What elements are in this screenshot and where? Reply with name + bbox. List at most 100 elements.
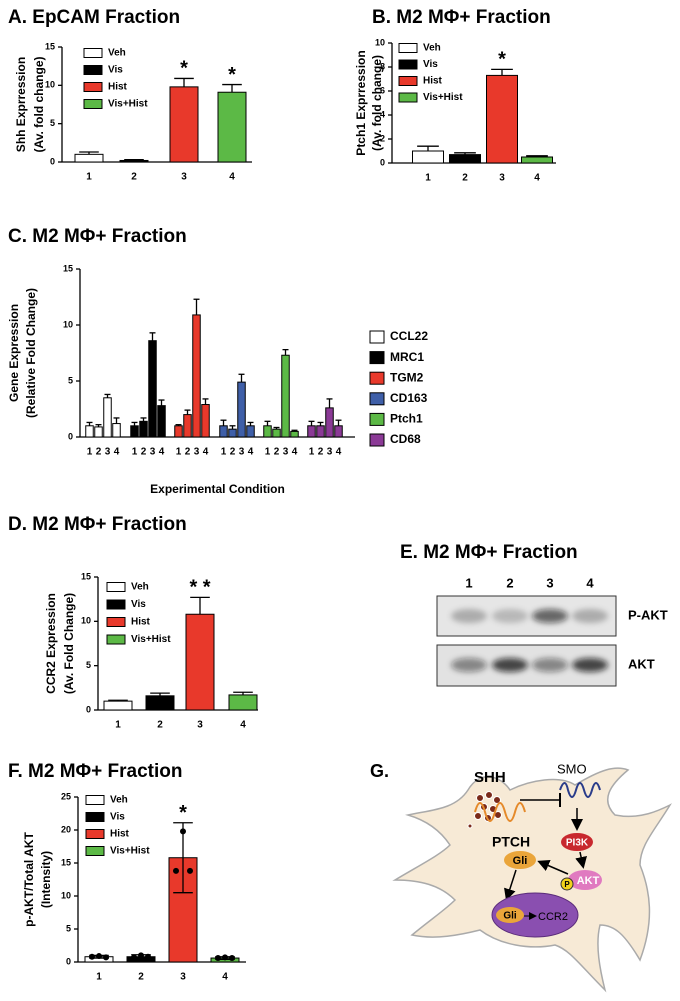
legend-label: Veh [423, 43, 441, 54]
blot-band [572, 658, 608, 672]
blot-band [572, 609, 608, 623]
data-point [222, 954, 228, 961]
y-axis-label: p-AKT/Total AKT [22, 832, 36, 927]
x-tick-label: 2 [462, 173, 468, 184]
y-tick-label: 4 [380, 109, 385, 119]
legend-label: TGM2 [390, 370, 424, 384]
legend-label: Vis+Hist [108, 99, 148, 110]
data-point [138, 952, 144, 959]
bar [183, 414, 192, 438]
x-tick-label: 4 [114, 447, 120, 458]
bar [290, 430, 299, 438]
y-tick-label: 5 [86, 660, 91, 670]
data-point [131, 954, 137, 961]
x-tick-label: 2 [96, 447, 102, 458]
data-point [145, 953, 151, 960]
legend-swatch [369, 433, 385, 447]
bar [219, 425, 228, 438]
bar [246, 425, 255, 438]
legend-label: Vis [131, 599, 146, 610]
x-tick-label: 4 [292, 447, 298, 458]
diagram-label: Gli [513, 855, 528, 867]
data-point [215, 955, 221, 962]
significance-marker: * [498, 49, 506, 71]
y-tick-label: 15 [45, 41, 55, 51]
pi3k-node [561, 833, 593, 851]
legend-label: Vis+Hist [110, 846, 150, 857]
bar [94, 426, 103, 438]
bar [228, 694, 258, 711]
legend-swatch [83, 99, 103, 109]
x-tick-label: 4 [222, 972, 228, 983]
western-blot: E. M2 MΦ+ Fraction 1 2 3 4 P-AKT AKT [400, 542, 668, 687]
x-tick-label: 2 [185, 447, 191, 458]
diagram-label: PTCH [492, 834, 530, 850]
data-point [180, 828, 186, 835]
legend-label: MRC1 [390, 350, 424, 364]
y-tick-label: 10 [45, 80, 55, 90]
x-tick-label: 4 [248, 447, 254, 458]
x-tick-label: 2 [157, 720, 163, 731]
y-tick-label: 5 [66, 923, 71, 933]
x-tick-label: 4 [534, 173, 540, 184]
legend-swatch [106, 582, 126, 592]
legend-label: Vis+Hist [423, 92, 463, 103]
data-point [187, 867, 193, 874]
y-tick-label: 2 [380, 133, 385, 143]
legend-swatch [398, 92, 418, 103]
y-tick-label: 15 [81, 571, 91, 581]
legend-label: CD68 [390, 432, 421, 446]
smo-receptor [559, 782, 601, 798]
diagram-label: SMO [557, 761, 587, 776]
bar [112, 423, 121, 438]
data-point [229, 955, 235, 962]
y-tick-label: 20 [61, 824, 71, 834]
bar [103, 700, 133, 711]
arrow [575, 851, 587, 869]
y-axis-label: Ptch1 Exprression [354, 50, 368, 155]
arrow [537, 860, 569, 875]
x-axis-label: Experimental Condition [150, 482, 285, 496]
bar [449, 154, 481, 164]
x-tick-label: 2 [138, 972, 144, 983]
bar [145, 695, 175, 711]
x-tick-label: 1 [221, 447, 227, 458]
data-point [103, 954, 109, 961]
panel-title: E. M2 MΦ+ Fraction [400, 542, 578, 563]
y-axis-label: (Av. Fold Change) [62, 593, 76, 694]
x-tick-label: 2 [230, 447, 236, 458]
bar [307, 425, 316, 438]
diagram-label: PI3K [566, 838, 589, 849]
legend-swatch [85, 829, 105, 839]
legend-label: Vis [108, 65, 123, 76]
arrow [504, 869, 517, 901]
significance-marker: * [180, 58, 188, 80]
bar [228, 428, 237, 438]
legend-label: Hist [108, 82, 128, 93]
y-tick-label: 8 [380, 61, 385, 71]
x-tick-label: 4 [240, 720, 246, 731]
panel-title: A. EpCAM Fraction [8, 7, 180, 28]
y-tick-label: 10 [61, 890, 71, 900]
legend-label: Vis [110, 812, 125, 823]
diagram-label: Gli [503, 911, 517, 922]
legend-swatch [83, 65, 103, 75]
x-tick-label: 2 [318, 447, 324, 458]
y-tick-label: 25 [61, 791, 71, 801]
y-tick-label: 0 [86, 704, 91, 714]
legend-label: Vis [423, 59, 438, 70]
y-tick-label: 10 [375, 37, 385, 47]
legend-swatch [106, 599, 126, 610]
bar [263, 425, 272, 438]
y-axis-label: CCR2 Expression [44, 593, 58, 694]
legend-swatch [398, 59, 418, 70]
legend-swatch [85, 795, 105, 805]
bar [272, 428, 281, 438]
data-point [173, 867, 179, 874]
x-tick-label: 3 [105, 447, 111, 458]
x-tick-label: 1 [86, 172, 92, 183]
significance-marker: * * [189, 577, 210, 599]
y-axis-label: Gene Expression [7, 304, 21, 402]
x-tick-label: 3 [283, 447, 289, 458]
